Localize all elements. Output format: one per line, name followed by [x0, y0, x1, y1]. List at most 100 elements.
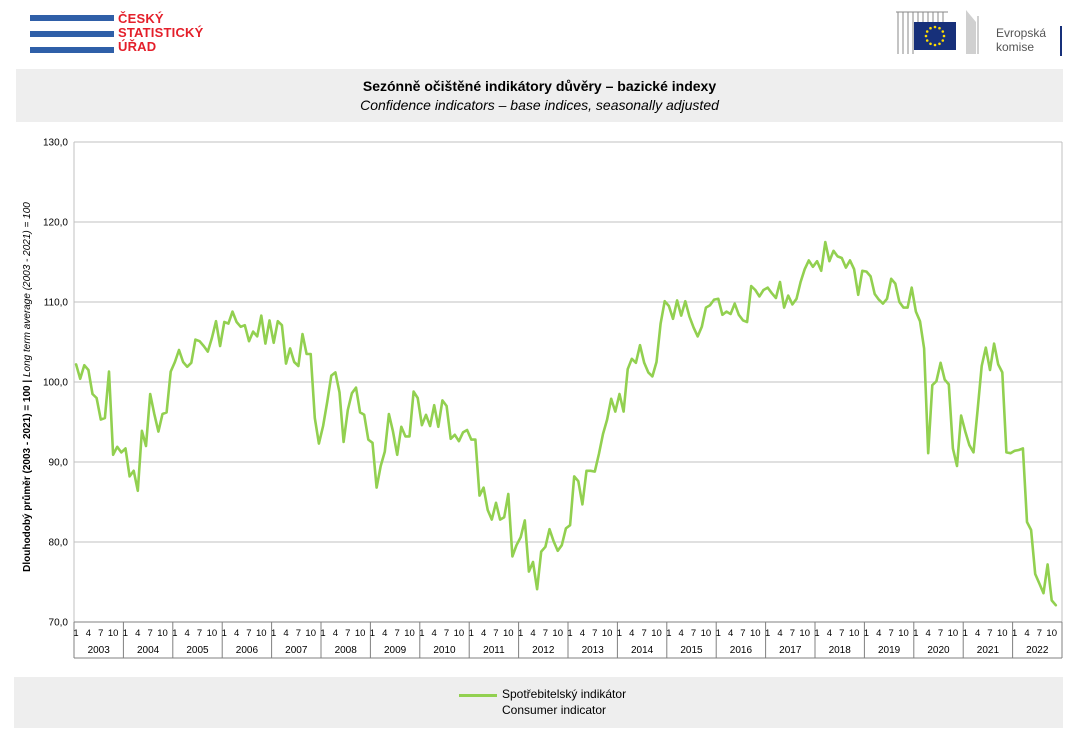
month-tick-label: 1 — [320, 628, 325, 639]
y-tick-label: 120,0 — [43, 218, 68, 229]
y-tick-label: 80,0 — [49, 538, 69, 549]
month-tick-label: 7 — [345, 628, 350, 639]
year-label: 2007 — [285, 645, 308, 656]
month-tick-label: 10 — [799, 628, 810, 639]
month-tick-label: 10 — [750, 628, 761, 639]
month-tick-label: 10 — [503, 628, 514, 639]
month-tick-label: 7 — [493, 628, 498, 639]
month-tick-label: 4 — [86, 628, 91, 639]
month-tick-label: 7 — [642, 628, 647, 639]
eu-star — [938, 42, 941, 46]
y-tick-label: 90,0 — [49, 458, 69, 469]
month-tick-label: 7 — [740, 628, 745, 639]
month-tick-label: 4 — [926, 628, 931, 639]
month-tick-label: 7 — [889, 628, 894, 639]
year-label: 2004 — [137, 645, 160, 656]
year-label: 2012 — [532, 645, 555, 656]
year-label: 2016 — [730, 645, 753, 656]
y-tick-label: 100,0 — [43, 378, 68, 389]
month-tick-label: 1 — [370, 628, 375, 639]
month-tick-label: 7 — [839, 628, 844, 639]
month-tick-label: 10 — [207, 628, 218, 639]
month-tick-label: 4 — [283, 628, 288, 639]
month-tick-label: 4 — [975, 628, 980, 639]
chart-title: Sezónně očištěné indikátory důvěry – baz… — [362, 78, 717, 94]
month-tick-label: 4 — [382, 628, 387, 639]
y-axis-title-en: Long term average (2003 - 2021) = 100 — [22, 202, 33, 377]
month-tick-label: 10 — [157, 628, 168, 639]
month-tick-label: 7 — [691, 628, 696, 639]
month-tick-label: 10 — [898, 628, 909, 639]
month-tick-label: 10 — [305, 628, 316, 639]
year-label: 2014 — [631, 645, 654, 656]
y-axis-title: Dlouhodobý průměr (2003 - 2021) = 100 | … — [21, 202, 33, 572]
month-tick-label: 1 — [271, 628, 276, 639]
month-tick-label: 1 — [222, 628, 227, 639]
month-tick-label: 7 — [444, 628, 449, 639]
eu-star — [929, 26, 932, 30]
legend: Spotřebitelský indikátor Consumer indica… — [14, 677, 1063, 728]
eu-star — [941, 30, 945, 33]
month-tick-label: 1 — [963, 628, 968, 639]
month-tick-label: 10 — [1046, 628, 1057, 639]
month-tick-label: 7 — [987, 628, 992, 639]
month-tick-label: 1 — [1012, 628, 1017, 639]
eu-star — [924, 34, 928, 38]
month-tick-label: 1 — [123, 628, 128, 639]
month-tick-label: 4 — [629, 628, 634, 639]
year-label: 2020 — [927, 645, 950, 656]
month-tick-label: 1 — [765, 628, 770, 639]
eu-star — [929, 42, 932, 46]
year-label: 2005 — [186, 645, 209, 656]
month-tick-label: 1 — [419, 628, 424, 639]
month-tick-label: 7 — [98, 628, 103, 639]
month-tick-label: 7 — [938, 628, 943, 639]
european-commission-logo: Evropská komise — [896, 8, 1066, 56]
month-tick-label: 4 — [185, 628, 190, 639]
year-label: 2018 — [829, 645, 852, 656]
year-label: 2006 — [236, 645, 259, 656]
month-tick-label: 1 — [172, 628, 177, 639]
month-tick-label: 1 — [716, 628, 721, 639]
series-layer — [74, 240, 1058, 607]
year-label: 2019 — [878, 645, 901, 656]
year-label: 2013 — [582, 645, 605, 656]
month-tick-label: 4 — [432, 628, 437, 639]
legend-label-en: Consumer indicator — [502, 703, 607, 717]
month-tick-label: 10 — [454, 628, 465, 639]
eu-star — [942, 34, 946, 38]
month-tick-label: 10 — [108, 628, 119, 639]
month-tick-label: 4 — [580, 628, 585, 639]
month-tick-label: 10 — [552, 628, 563, 639]
eu-flag-icon — [914, 22, 956, 50]
chart-title-box: Sezónně očištěné indikátory důvěry – baz… — [16, 69, 1063, 122]
month-tick-label: 4 — [777, 628, 782, 639]
eu-star — [941, 39, 945, 42]
month-tick-label: 7 — [148, 628, 153, 639]
month-tick-label: 4 — [1024, 628, 1029, 639]
eu-star — [938, 26, 941, 30]
month-tick-label: 1 — [469, 628, 474, 639]
year-label: 2008 — [335, 645, 358, 656]
legend-label-cz: Spotřebitelský indikátor — [502, 687, 627, 701]
month-tick-label: 4 — [135, 628, 140, 639]
year-label: 2022 — [1026, 645, 1049, 656]
ec-logo-text: Evropská komise — [996, 26, 1047, 54]
year-label: 2011 — [483, 645, 505, 656]
y-axis-title-cz: Dlouhodobý průměr (2003 - 2021) = 100 | — [21, 377, 33, 572]
month-tick-label: 7 — [543, 628, 548, 639]
year-label: 2010 — [433, 645, 456, 656]
eu-star — [933, 43, 937, 47]
series-line-consumer-indicator — [74, 240, 1058, 607]
month-tick-label: 4 — [728, 628, 733, 639]
eu-star — [925, 30, 929, 33]
month-tick-label: 4 — [234, 628, 239, 639]
month-tick-label: 7 — [296, 628, 301, 639]
month-tick-label: 1 — [814, 628, 819, 639]
month-tick-label: 10 — [256, 628, 267, 639]
ec-logo-bar — [1060, 26, 1062, 56]
month-tick-label: 4 — [679, 628, 684, 639]
czso-logo: ČESKÝ STATISTICKÝ ÚŘAD — [30, 12, 220, 58]
